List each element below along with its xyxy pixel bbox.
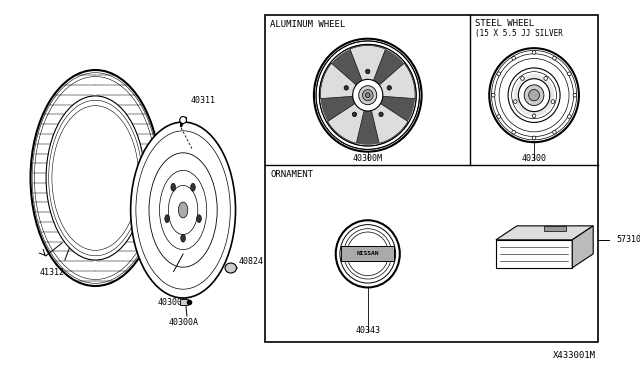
Ellipse shape xyxy=(46,96,145,260)
Text: 40824: 40824 xyxy=(239,257,264,266)
Polygon shape xyxy=(496,226,593,240)
Text: (15 X 5.5 JJ SILVER: (15 X 5.5 JJ SILVER xyxy=(475,29,563,38)
Ellipse shape xyxy=(131,122,236,298)
Text: 40343: 40343 xyxy=(355,326,380,335)
Text: 57310: 57310 xyxy=(616,235,640,244)
Text: 40311: 40311 xyxy=(191,96,216,105)
Bar xyxy=(342,247,394,261)
Polygon shape xyxy=(543,226,566,231)
Ellipse shape xyxy=(179,202,188,218)
Circle shape xyxy=(379,112,383,116)
Text: 40300M: 40300M xyxy=(353,154,383,163)
Polygon shape xyxy=(350,45,385,80)
Circle shape xyxy=(553,56,556,60)
Polygon shape xyxy=(373,49,404,85)
Circle shape xyxy=(513,100,517,103)
Circle shape xyxy=(512,56,515,60)
Circle shape xyxy=(553,130,556,134)
Circle shape xyxy=(352,112,356,116)
Circle shape xyxy=(551,100,555,103)
Polygon shape xyxy=(180,299,188,305)
Ellipse shape xyxy=(164,215,170,223)
Circle shape xyxy=(365,69,370,74)
Polygon shape xyxy=(371,103,408,143)
Text: ALUMINUM WHEEL: ALUMINUM WHEEL xyxy=(270,20,346,29)
Circle shape xyxy=(514,74,554,116)
Circle shape xyxy=(314,39,422,152)
Text: 40300A: 40300A xyxy=(169,318,199,327)
Circle shape xyxy=(524,85,544,106)
Circle shape xyxy=(180,116,186,124)
Text: ORNAMENT: ORNAMENT xyxy=(270,170,313,179)
Polygon shape xyxy=(572,226,593,268)
Circle shape xyxy=(362,90,373,101)
Circle shape xyxy=(497,115,500,118)
Circle shape xyxy=(358,86,377,105)
Circle shape xyxy=(365,93,370,97)
Ellipse shape xyxy=(196,215,202,223)
Circle shape xyxy=(353,79,383,111)
Polygon shape xyxy=(321,63,356,99)
Bar xyxy=(266,15,598,342)
Ellipse shape xyxy=(171,183,175,191)
Polygon shape xyxy=(332,49,362,85)
Text: 41312: 41312 xyxy=(40,268,65,277)
Text: NISSAN: NISSAN xyxy=(356,251,379,256)
Ellipse shape xyxy=(225,263,237,273)
Ellipse shape xyxy=(180,234,186,242)
Circle shape xyxy=(568,115,571,118)
Polygon shape xyxy=(356,110,380,145)
Ellipse shape xyxy=(191,183,195,191)
Circle shape xyxy=(544,77,547,80)
Circle shape xyxy=(568,72,571,76)
Polygon shape xyxy=(328,103,364,143)
Circle shape xyxy=(573,93,577,97)
Circle shape xyxy=(344,86,348,90)
Text: STEEL WHEEL: STEEL WHEEL xyxy=(475,19,534,28)
Polygon shape xyxy=(496,240,572,268)
Circle shape xyxy=(492,93,495,97)
Circle shape xyxy=(532,51,536,54)
Text: 40300M: 40300M xyxy=(157,298,188,307)
Polygon shape xyxy=(380,63,415,99)
Polygon shape xyxy=(321,96,355,122)
Text: 40300: 40300 xyxy=(522,154,547,163)
Circle shape xyxy=(529,90,540,101)
Circle shape xyxy=(497,72,500,76)
Circle shape xyxy=(518,79,550,112)
Circle shape xyxy=(521,77,524,80)
Polygon shape xyxy=(381,96,415,122)
Circle shape xyxy=(532,136,536,140)
Circle shape xyxy=(512,130,515,134)
Text: X433001M: X433001M xyxy=(553,351,596,360)
Circle shape xyxy=(387,86,392,90)
Circle shape xyxy=(532,114,536,118)
